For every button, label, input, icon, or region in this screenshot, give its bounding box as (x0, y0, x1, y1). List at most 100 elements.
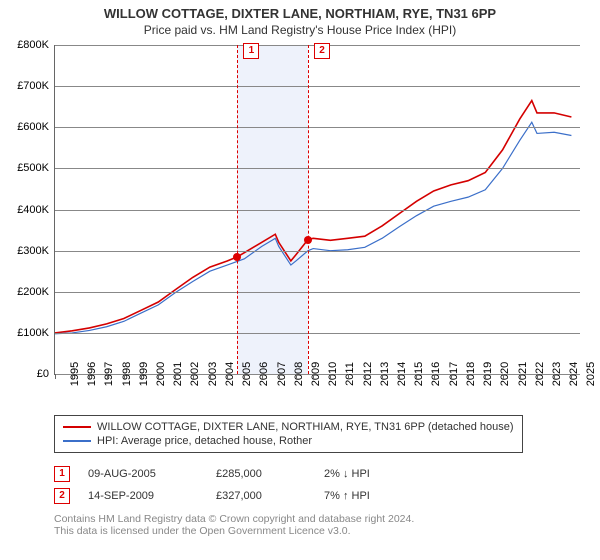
x-tick-mark (72, 374, 73, 379)
x-axis-label: 2004 (224, 359, 236, 389)
legend-label: WILLOW COTTAGE, DIXTER LANE, NORTHIAM, R… (97, 421, 514, 433)
footer-line1: Contains HM Land Registry data © Crown c… (54, 513, 580, 525)
x-tick-mark (193, 374, 194, 379)
x-tick-mark (175, 374, 176, 379)
x-axis-label: 2016 (430, 359, 442, 389)
legend-swatch (63, 440, 91, 442)
x-tick-mark (89, 374, 90, 379)
event-row-badge: 1 (54, 466, 70, 482)
event-row-delta: 2% ↓ HPI (324, 468, 370, 480)
x-tick-mark (313, 374, 314, 379)
x-tick-mark (520, 374, 521, 379)
event-badge: 1 (243, 43, 259, 59)
x-tick-mark (210, 374, 211, 379)
x-axis-label: 1998 (121, 359, 133, 389)
x-tick-mark (434, 374, 435, 379)
x-axis-label: 1997 (103, 359, 115, 389)
x-tick-mark (330, 374, 331, 379)
y-axis-label: £500K (1, 162, 49, 174)
x-tick-mark (468, 374, 469, 379)
x-axis-label: 2014 (396, 359, 408, 389)
y-axis-label: £300K (1, 245, 49, 257)
x-tick-mark (365, 374, 366, 379)
event-row-delta: 7% ↑ HPI (324, 490, 370, 502)
y-axis-label: £800K (1, 39, 49, 51)
event-row: 2 14-SEP-2009 £327,000 7% ↑ HPI (54, 485, 580, 507)
x-axis-label: 2003 (207, 359, 219, 389)
event-row-price: £285,000 (216, 468, 306, 480)
gridline-h (55, 210, 580, 211)
y-axis-label: £700K (1, 80, 49, 92)
event-row-price: £327,000 (216, 490, 306, 502)
x-tick-mark (141, 374, 142, 379)
y-axis-label: £600K (1, 121, 49, 133)
x-tick-mark (158, 374, 159, 379)
x-tick-mark (571, 374, 572, 379)
x-axis-label: 2025 (585, 359, 597, 389)
x-tick-mark (554, 374, 555, 379)
x-tick-mark (124, 374, 125, 379)
x-axis-label: 2002 (189, 359, 201, 389)
x-axis-label: 2010 (327, 359, 339, 389)
x-axis-label: 2018 (465, 359, 477, 389)
x-tick-mark (55, 374, 56, 379)
x-tick-mark (537, 374, 538, 379)
x-axis-label: 2000 (155, 359, 167, 389)
event-badge: 2 (314, 43, 330, 59)
x-axis-label: 2011 (344, 359, 356, 389)
x-axis-label: 2008 (293, 359, 305, 389)
x-tick-mark (503, 374, 504, 379)
x-tick-mark (399, 374, 400, 379)
plot-area: £0£100K£200K£300K£400K£500K£600K£700K£80… (54, 45, 580, 375)
x-axis-label: 2015 (413, 359, 425, 389)
x-axis-label: 2019 (482, 359, 494, 389)
x-tick-mark (451, 374, 452, 379)
event-line (237, 45, 238, 374)
x-tick-mark (382, 374, 383, 379)
x-axis-label: 2017 (448, 359, 460, 389)
event-marker-dot (233, 253, 241, 261)
x-tick-mark (244, 374, 245, 379)
x-axis-label: 2005 (241, 359, 253, 389)
title-sub: Price paid vs. HM Land Registry's House … (0, 23, 600, 37)
event-marker-dot (304, 236, 312, 244)
legend-row: HPI: Average price, detached house, Roth… (63, 434, 514, 448)
x-tick-mark (416, 374, 417, 379)
x-axis-label: 2024 (568, 359, 580, 389)
event-row-date: 09-AUG-2005 (88, 468, 198, 480)
title-main: WILLOW COTTAGE, DIXTER LANE, NORTHIAM, R… (0, 6, 600, 21)
event-line (308, 45, 309, 374)
gridline-h (55, 86, 580, 87)
x-axis-label: 1995 (69, 359, 81, 389)
event-table: 1 09-AUG-2005 £285,000 2% ↓ HPI 2 14-SEP-2009… (54, 463, 580, 507)
legend-swatch (63, 426, 91, 428)
x-axis-label: 2007 (276, 359, 288, 389)
y-axis-label: £400K (1, 204, 49, 216)
event-row-date: 14-SEP-2009 (88, 490, 198, 502)
x-tick-mark (107, 374, 108, 379)
chart-titles: WILLOW COTTAGE, DIXTER LANE, NORTHIAM, R… (0, 0, 600, 37)
footer-line2: This data is licensed under the Open Gov… (54, 525, 580, 537)
x-axis-label: 2006 (258, 359, 270, 389)
x-tick-mark (262, 374, 263, 379)
chart-container: WILLOW COTTAGE, DIXTER LANE, NORTHIAM, R… (0, 0, 600, 537)
x-axis-label: 1999 (138, 359, 150, 389)
series-line (55, 122, 571, 333)
x-axis-label: 2013 (379, 359, 391, 389)
y-axis-label: £200K (1, 286, 49, 298)
x-tick-mark (227, 374, 228, 379)
gridline-h (55, 333, 580, 334)
x-tick-mark (279, 374, 280, 379)
x-tick-mark (485, 374, 486, 379)
x-axis-label: 2012 (362, 359, 374, 389)
event-row-badge: 2 (54, 488, 70, 504)
series-line (55, 101, 571, 333)
x-axis-label: 2023 (551, 359, 563, 389)
x-axis-label: 2021 (517, 359, 529, 389)
gridline-h (55, 127, 580, 128)
event-row: 1 09-AUG-2005 £285,000 2% ↓ HPI (54, 463, 580, 485)
legend-label: HPI: Average price, detached house, Roth… (97, 435, 312, 447)
x-axis-label: 2001 (172, 359, 184, 389)
gridline-h (55, 168, 580, 169)
x-axis-label: 2020 (499, 359, 511, 389)
